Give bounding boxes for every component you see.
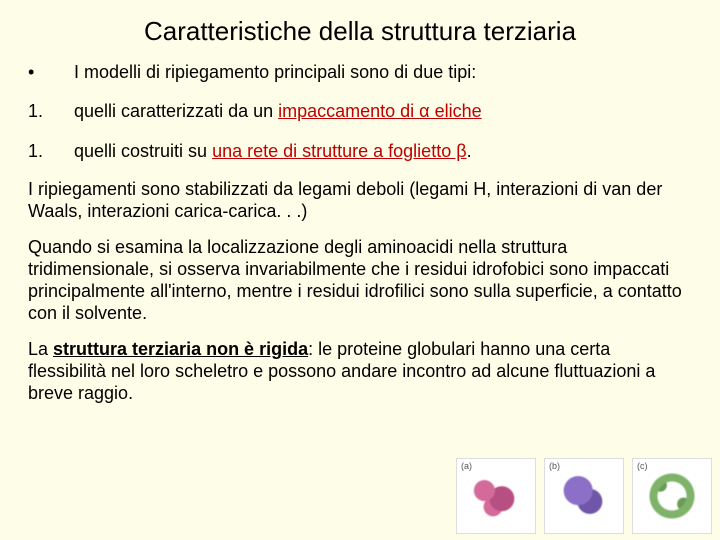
protein-figure-a: (a) — [456, 458, 536, 534]
text-emphasis: impaccamento di α eliche — [278, 101, 482, 121]
list-item: 1. quelli costruiti su una rete di strut… — [28, 140, 692, 163]
list-item: • I modelli di ripiegamento principali s… — [28, 61, 692, 84]
text-emphasis: una rete di strutture a foglietto β — [212, 141, 467, 161]
text-strong: struttura terziaria non è rigida — [53, 339, 308, 359]
text-plain: . — [467, 141, 472, 161]
protein-ribbon-icon — [467, 469, 525, 523]
protein-ribbon-icon — [643, 469, 701, 523]
protein-figure-c: (c) — [632, 458, 712, 534]
bullet-marker: 1. — [28, 140, 74, 163]
text-plain: quelli caratterizzati da un — [74, 101, 278, 121]
protein-figure-b: (b) — [544, 458, 624, 534]
list-item: 1. quelli caratterizzati da un impaccame… — [28, 100, 692, 123]
slide: Caratteristiche della struttura terziari… — [0, 0, 720, 540]
list-item-text: I modelli di ripiegamento principali son… — [74, 61, 692, 84]
figure-row: (a) (b) (c) — [456, 458, 712, 534]
bullet-marker: • — [28, 61, 74, 84]
bullet-list: • I modelli di ripiegamento principali s… — [28, 61, 692, 163]
list-item-text: quelli costruiti su una rete di struttur… — [74, 140, 692, 163]
protein-ribbon-icon — [555, 469, 613, 523]
text-plain: La — [28, 339, 53, 359]
paragraph: Quando si esamina la localizzazione degl… — [28, 237, 692, 325]
text-plain: quelli costruiti su — [74, 141, 212, 161]
list-item-text: quelli caratterizzati da un impaccamento… — [74, 100, 692, 123]
slide-title: Caratteristiche della struttura terziari… — [28, 16, 692, 47]
bullet-marker: 1. — [28, 100, 74, 123]
paragraph: La struttura terziaria non è rigida: le … — [28, 339, 692, 405]
paragraph: I ripiegamenti sono stabilizzati da lega… — [28, 179, 692, 223]
